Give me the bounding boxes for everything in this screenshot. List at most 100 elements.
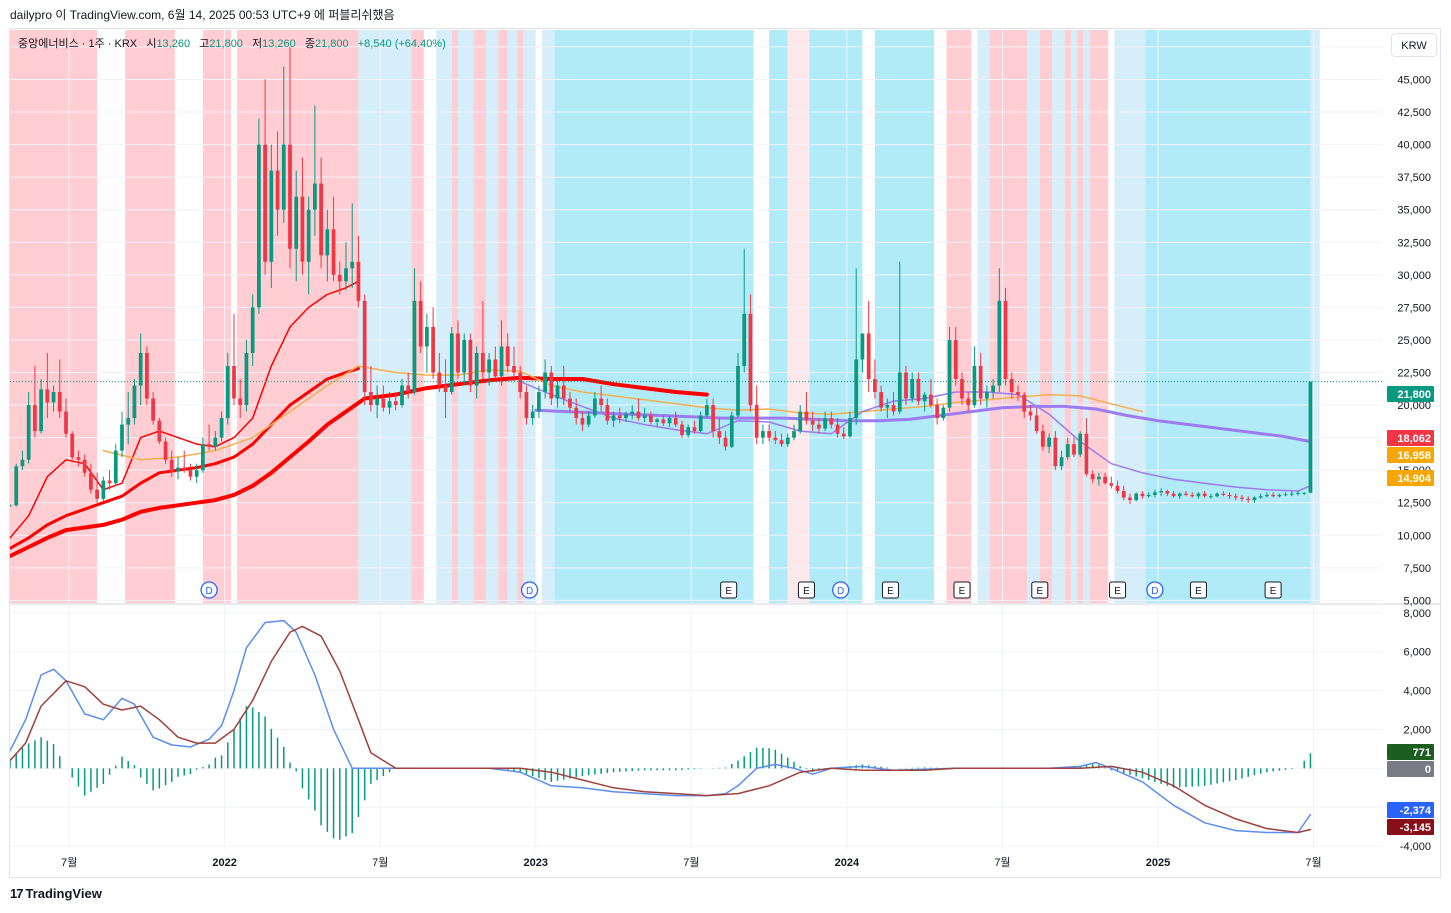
- earnings-marker: E: [953, 581, 971, 599]
- candle: [866, 300, 871, 393]
- candle-body: [1072, 444, 1076, 455]
- candle: [70, 431, 75, 460]
- candle-body: [686, 427, 691, 436]
- tag-bg: [1387, 470, 1434, 486]
- candle-body: [493, 359, 498, 377]
- candle-body: [33, 405, 37, 432]
- background-band: [874, 30, 934, 603]
- candle: [1028, 405, 1033, 421]
- candle-body: [244, 352, 249, 406]
- candle: [561, 365, 566, 406]
- candle-body: [729, 415, 734, 447]
- candle-body: [20, 459, 25, 467]
- candle: [26, 392, 31, 464]
- candle: [375, 385, 379, 419]
- candle: [337, 261, 342, 295]
- earnings-marker: E: [1189, 581, 1207, 599]
- candle-body: [481, 352, 485, 373]
- candle: [804, 392, 809, 425]
- candle-body: [1097, 476, 1101, 480]
- earnings-marker: E: [1109, 581, 1127, 599]
- candle: [1041, 424, 1045, 451]
- background-band: [523, 30, 536, 603]
- candle: [512, 346, 516, 382]
- candle-body: [138, 352, 143, 386]
- candle: [456, 320, 460, 380]
- candle: [64, 398, 68, 438]
- candle-body: [1289, 493, 1294, 495]
- candle: [1252, 496, 1257, 503]
- candle: [126, 392, 131, 445]
- candle-body: [45, 389, 50, 403]
- price-tick-label: 42,500: [1397, 107, 1431, 119]
- candle-body: [182, 467, 187, 471]
- candle: [76, 450, 81, 467]
- background-band: [1039, 30, 1053, 603]
- marker-label: E: [1114, 586, 1121, 597]
- candle-body: [1283, 494, 1288, 496]
- candle: [250, 294, 255, 366]
- author-name[interactable]: dailypro: [10, 8, 53, 22]
- background-band: [787, 30, 810, 603]
- symbol-label[interactable]: 중앙에너비스 · 1주 · KRX: [18, 38, 138, 50]
- close-value: 21,800: [314, 38, 349, 50]
- candle-body: [14, 466, 19, 506]
- marker-shape: [797, 581, 815, 599]
- candle: [39, 379, 43, 434]
- candle-body: [89, 472, 93, 490]
- marker-label: E: [803, 586, 810, 597]
- candle: [1258, 493, 1263, 499]
- candle-body: [176, 467, 180, 472]
- candle: [767, 424, 771, 442]
- candle-body: [922, 394, 927, 402]
- candle-body: [991, 385, 995, 393]
- candle: [1016, 385, 1020, 402]
- earnings-marker: E: [881, 581, 899, 599]
- candle-body: [1053, 437, 1058, 467]
- candle: [518, 365, 523, 399]
- candle: [636, 398, 641, 421]
- candle: [860, 333, 865, 373]
- currency-button[interactable]: KRW: [1391, 33, 1437, 57]
- candle-body: [443, 385, 448, 393]
- high-value: 21,800: [209, 38, 243, 50]
- candle-body: [113, 450, 118, 484]
- candle: [1072, 437, 1076, 458]
- marker-label: D: [1151, 586, 1158, 597]
- candle: [95, 472, 99, 503]
- candle: [624, 411, 628, 422]
- tag-label: 0: [1425, 764, 1431, 776]
- candle: [1289, 491, 1294, 497]
- candle-body: [829, 418, 834, 425]
- macd-tick-label: 6,000: [1403, 647, 1431, 659]
- tag-label: 14,904: [1397, 473, 1432, 485]
- candle: [269, 144, 274, 288]
- candle-body: [561, 385, 566, 399]
- candle-body: [655, 419, 659, 422]
- candle: [841, 427, 846, 439]
- candle: [1140, 491, 1145, 499]
- candle-body: [1121, 491, 1126, 498]
- tradingview-brand[interactable]: 17 TradingView: [10, 886, 102, 901]
- candle: [991, 379, 995, 399]
- candle-body: [82, 459, 87, 473]
- candle-body: [661, 419, 666, 424]
- candle: [922, 392, 927, 412]
- price-tick-label: 45,000: [1397, 74, 1431, 86]
- candle-body: [418, 300, 423, 347]
- candle: [101, 476, 106, 502]
- candle: [57, 359, 62, 419]
- candle: [717, 418, 722, 445]
- candle-body: [337, 274, 342, 282]
- candle: [586, 411, 591, 428]
- candle-body: [761, 431, 765, 438]
- candle: [418, 281, 423, 353]
- candle-body: [1190, 494, 1195, 497]
- candle-body: [1084, 433, 1089, 475]
- candle: [736, 352, 740, 419]
- candle-body: [288, 144, 292, 249]
- candle: [194, 463, 199, 484]
- background-band: [436, 30, 452, 603]
- candle-body: [717, 431, 722, 438]
